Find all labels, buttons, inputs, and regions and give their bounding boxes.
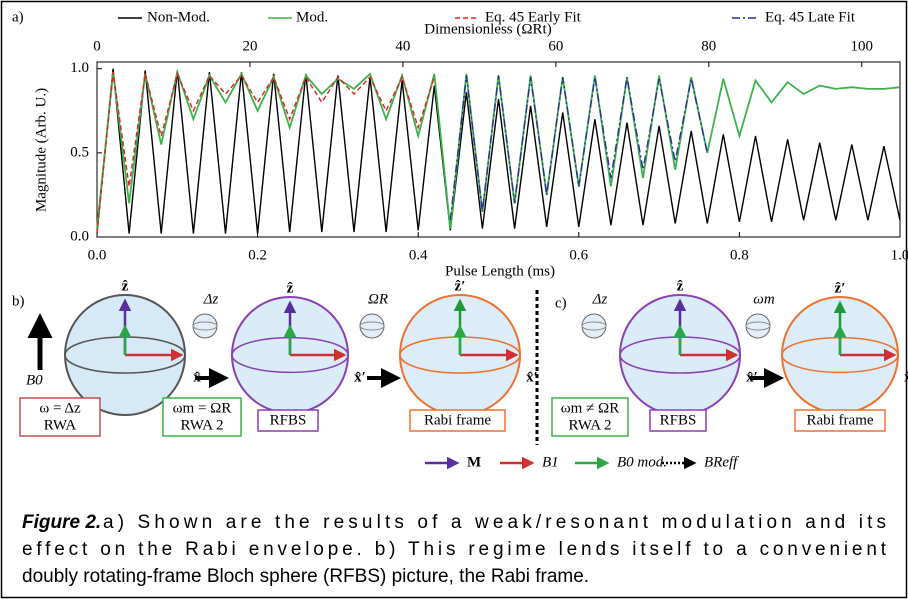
x-tick-label: 0.0	[88, 247, 107, 263]
box-text: RFBS	[660, 412, 697, 428]
x-tick-label: 0.4	[409, 247, 428, 263]
label-box	[649, 409, 707, 432]
panel-label: c)	[555, 295, 567, 311]
label-box	[162, 397, 242, 437]
x-tick-label: 0.6	[569, 247, 588, 263]
axis-label: ẑ′	[835, 280, 846, 296]
series-line	[449, 75, 708, 221]
y-axis-title: Magnitude (Arb. U.)	[33, 88, 49, 212]
legend-label: Non-Mod.	[147, 9, 210, 25]
panel-label: a)	[12, 9, 24, 25]
rotation-icon	[745, 313, 771, 339]
top-tick-label: 80	[701, 38, 716, 54]
rotation-label: ωm	[753, 291, 775, 307]
y-tick-label: 1.0	[70, 60, 89, 76]
axis-label: ẑ	[677, 278, 684, 294]
legend-label: Eq. 45 Late Fit	[765, 9, 856, 25]
bloch-sphere: ẑ′ x̂′	[781, 280, 908, 414]
caption-label: Figure 2.	[22, 512, 101, 533]
x-tick-label: 0.2	[248, 247, 267, 263]
box-text: ωm ≠ ΩR	[561, 400, 619, 416]
rotation-icon	[581, 313, 607, 339]
label-box	[19, 397, 101, 437]
x-tick-label: 1.0	[891, 247, 908, 263]
rotation-icon	[192, 321, 218, 331]
box-text: ωm = ΩR	[173, 400, 232, 416]
box-text: Rabi frame	[806, 412, 873, 428]
caption-line: doubly rotating-frame Bloch sphere (RFBS…	[22, 566, 589, 587]
legend-label: B0 mod.	[617, 454, 667, 470]
rotation-icon	[192, 313, 218, 339]
legend-label: Mod.	[296, 9, 328, 25]
box-text: RWA 2	[569, 417, 612, 433]
y-tick-label: 0.0	[70, 228, 89, 244]
top-tick-label: 20	[242, 38, 257, 54]
axis-label: ẑ′	[455, 278, 466, 294]
top-tick-label: 0	[93, 38, 101, 54]
x-tick-label: 0.8	[730, 247, 749, 263]
caption-line: a) Shown are the results of a weak/reson…	[103, 512, 886, 533]
legend-label: B1	[542, 454, 559, 470]
axis-label: ẑ	[122, 278, 129, 294]
top-tick-label: 40	[395, 38, 410, 54]
box-text: RFBS	[270, 412, 307, 428]
box-text: RWA 2	[181, 417, 224, 433]
axis-label: x̂′	[354, 369, 366, 385]
rotation-label: Δz	[203, 291, 219, 307]
legend-label: M	[467, 454, 481, 470]
rotation-icon	[581, 321, 607, 331]
bloch-sphere: ẑ x̂′	[231, 280, 366, 414]
bloch-sphere: ẑ′ x̂′	[399, 278, 538, 416]
series-line	[96, 68, 901, 234]
rotation-icon	[745, 321, 771, 331]
box-text: Rabi frame	[424, 412, 491, 428]
axis-label: x̂′	[904, 369, 908, 385]
legend-label: BReff	[704, 454, 739, 470]
rotation-icon	[359, 313, 385, 339]
axis-label: x̂′	[526, 369, 538, 385]
top-tick-label: 60	[548, 38, 563, 54]
caption: Figure 2. a) Shown are the results of a …	[22, 512, 887, 587]
series-line	[96, 71, 435, 234]
y-tick-label: 0.5	[70, 144, 89, 160]
label-box	[409, 409, 506, 432]
rotation-label: ΩR	[368, 291, 388, 307]
label-box	[257, 409, 319, 432]
b0-label: B0	[26, 372, 43, 388]
plot-frame	[96, 61, 901, 238]
axis-label: ẑ	[287, 280, 294, 296]
top-tick-label: 100	[851, 38, 874, 54]
label-box	[794, 409, 886, 432]
box-text: ω = Δz	[39, 400, 81, 416]
x-axis-title: Pulse Length (ms)	[445, 263, 555, 279]
label-box	[551, 397, 629, 437]
top-axis-title: Dimensionless (ΩRt)	[424, 21, 551, 37]
legend-label: Eq. 45 Early Fit	[485, 9, 582, 25]
rotation-label: Δz	[592, 291, 608, 307]
panel-label: b)	[12, 293, 25, 309]
box-text: RWA	[44, 417, 77, 433]
rotation-icon	[359, 321, 385, 331]
